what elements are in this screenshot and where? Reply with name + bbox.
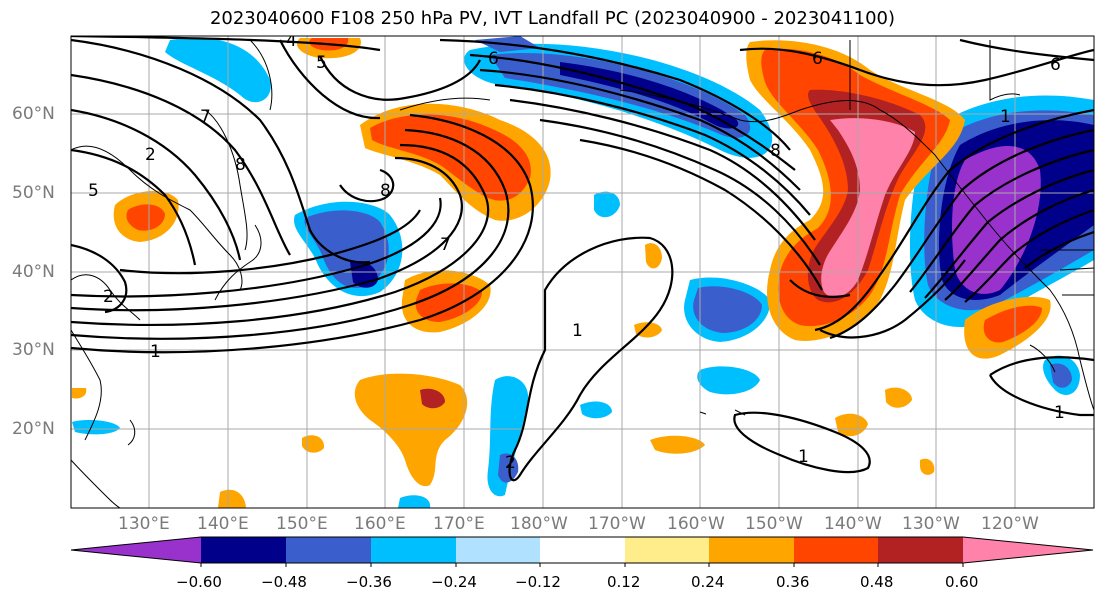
contour-label: 8 <box>235 155 246 175</box>
contour-label: 2 <box>505 453 516 473</box>
graticule <box>71 36 1094 508</box>
colorbar-extend-high <box>963 537 1093 563</box>
colorbar-tick-label: −0.48 <box>261 573 307 591</box>
contour-label: 2 <box>103 287 114 307</box>
longitude-label: 160°W <box>667 514 725 534</box>
latitude-label: 60°N <box>12 104 55 124</box>
longitude-label: 180°W <box>510 514 568 534</box>
latitude-label: 40°N <box>12 262 55 282</box>
colorbar-segment <box>878 537 963 563</box>
longitude-label: 120°W <box>981 514 1039 534</box>
pv-contour-labels: 1 1 1 1 1 2 2 2 4 5 5 6 6 6 7 7 8 8 8 <box>88 31 1065 473</box>
colorbar-segment <box>709 537 794 563</box>
contour-label: 6 <box>812 49 823 69</box>
map-panel: 1 1 1 1 1 2 2 2 4 5 5 6 6 6 7 7 8 8 8 <box>71 31 1094 508</box>
contour-label: 5 <box>316 53 327 73</box>
colorbar-tick-label: 0.36 <box>776 573 810 591</box>
longitude-label: 170°E <box>433 514 485 534</box>
contour-label: 2 <box>145 145 156 165</box>
longitude-label: 140°W <box>824 514 882 534</box>
colorbar-tick-label: −0.36 <box>346 573 392 591</box>
contour-label: 5 <box>88 181 99 201</box>
colorbar-tick-label: 0.12 <box>607 573 641 591</box>
colorbar-tick-label: −0.12 <box>515 573 561 591</box>
contour-label: 1 <box>572 321 583 341</box>
colorbar-segment <box>456 537 540 563</box>
map-frame <box>70 35 1095 509</box>
contour-label: 8 <box>380 181 391 201</box>
colorbar-segment <box>794 537 878 563</box>
colorbar-extend-low <box>71 537 201 563</box>
pv-contours <box>71 36 1094 482</box>
longitude-label: 160°E <box>354 514 406 534</box>
colorbar <box>70 536 1094 567</box>
colorbar-tick-label: 0.60 <box>945 573 979 591</box>
ivt-positive-shading <box>72 38 1051 508</box>
latitude-label: 20°N <box>12 419 55 439</box>
longitude-label: 130°E <box>118 514 170 534</box>
colorbar-tick-label: −0.24 <box>431 573 477 591</box>
longitude-label: 150°E <box>276 514 328 534</box>
contour-label: 7 <box>440 235 451 255</box>
colorbar-segment <box>540 537 625 563</box>
colorbar-tick-label: 0.48 <box>860 573 894 591</box>
colorbar-segment <box>201 537 286 563</box>
colorbar-tick-label: −0.60 <box>176 573 222 591</box>
contour-label: 1 <box>150 342 161 362</box>
longitude-label: 140°E <box>197 514 249 534</box>
colorbar-tick-label: 0.24 <box>691 573 725 591</box>
longitude-label: 170°W <box>588 514 646 534</box>
contour-label: 1 <box>1054 403 1065 423</box>
longitude-label: 130°W <box>902 514 960 534</box>
contour-label: 6 <box>488 49 499 69</box>
contour-label: 8 <box>770 141 781 161</box>
colorbar-segment <box>286 537 371 563</box>
contour-label: 1 <box>798 447 809 467</box>
colorbar-ticks <box>200 563 964 567</box>
contour-label: 1 <box>1000 107 1011 127</box>
longitude-label: 150°W <box>745 514 803 534</box>
contour-label: 6 <box>1050 55 1061 75</box>
map-title: 2023040600 F108 250 hPa PV, IVT Landfall… <box>209 8 896 29</box>
colorbar-segment <box>371 537 456 563</box>
contour-label: 4 <box>286 31 297 51</box>
latitude-label: 30°N <box>12 340 55 360</box>
colorbar-segment <box>625 537 709 563</box>
contour-label: 7 <box>200 107 211 127</box>
latitude-label: 50°N <box>12 183 55 203</box>
